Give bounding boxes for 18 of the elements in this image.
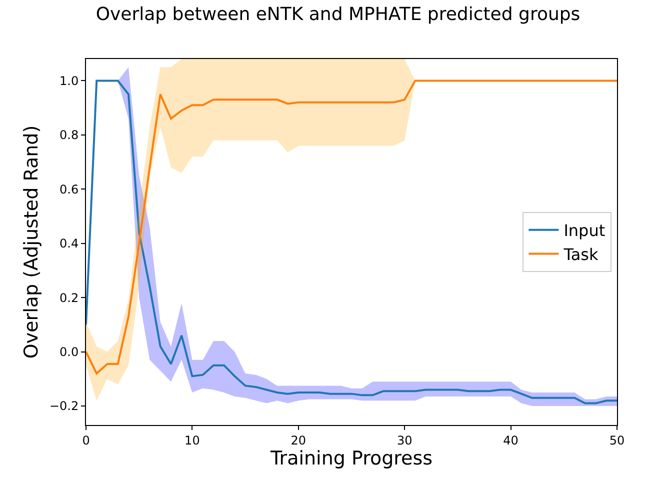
- y-tick-label: 0.4: [60, 236, 79, 251]
- y-tick-label: 0.8: [60, 128, 79, 142]
- y-tick-label: 0.2: [60, 290, 79, 305]
- x-tick-label: 50: [609, 433, 625, 448]
- y-tick-label: 1.0: [60, 74, 79, 88]
- legend-label: Input: [564, 221, 606, 240]
- y-axis-title: Overlap (Adjusted Rand): [20, 125, 42, 359]
- x-tick-label: 0: [82, 433, 90, 448]
- legend-label: Task: [562, 244, 599, 264]
- x-tick-label: 30: [396, 433, 412, 448]
- x-tick-label: 40: [503, 433, 518, 448]
- x-axis-title: Training Progress: [269, 447, 433, 470]
- y-tick-label: −0.2: [49, 399, 79, 414]
- x-tick-label: 20: [290, 433, 306, 448]
- y-tick-label: 0.0: [60, 345, 79, 359]
- x-tick-label: 10: [184, 433, 200, 448]
- chart-title: Overlap between eNTK and MPHATE predicted groups: [96, 4, 580, 25]
- y-tick-label: 0.6: [60, 182, 79, 196]
